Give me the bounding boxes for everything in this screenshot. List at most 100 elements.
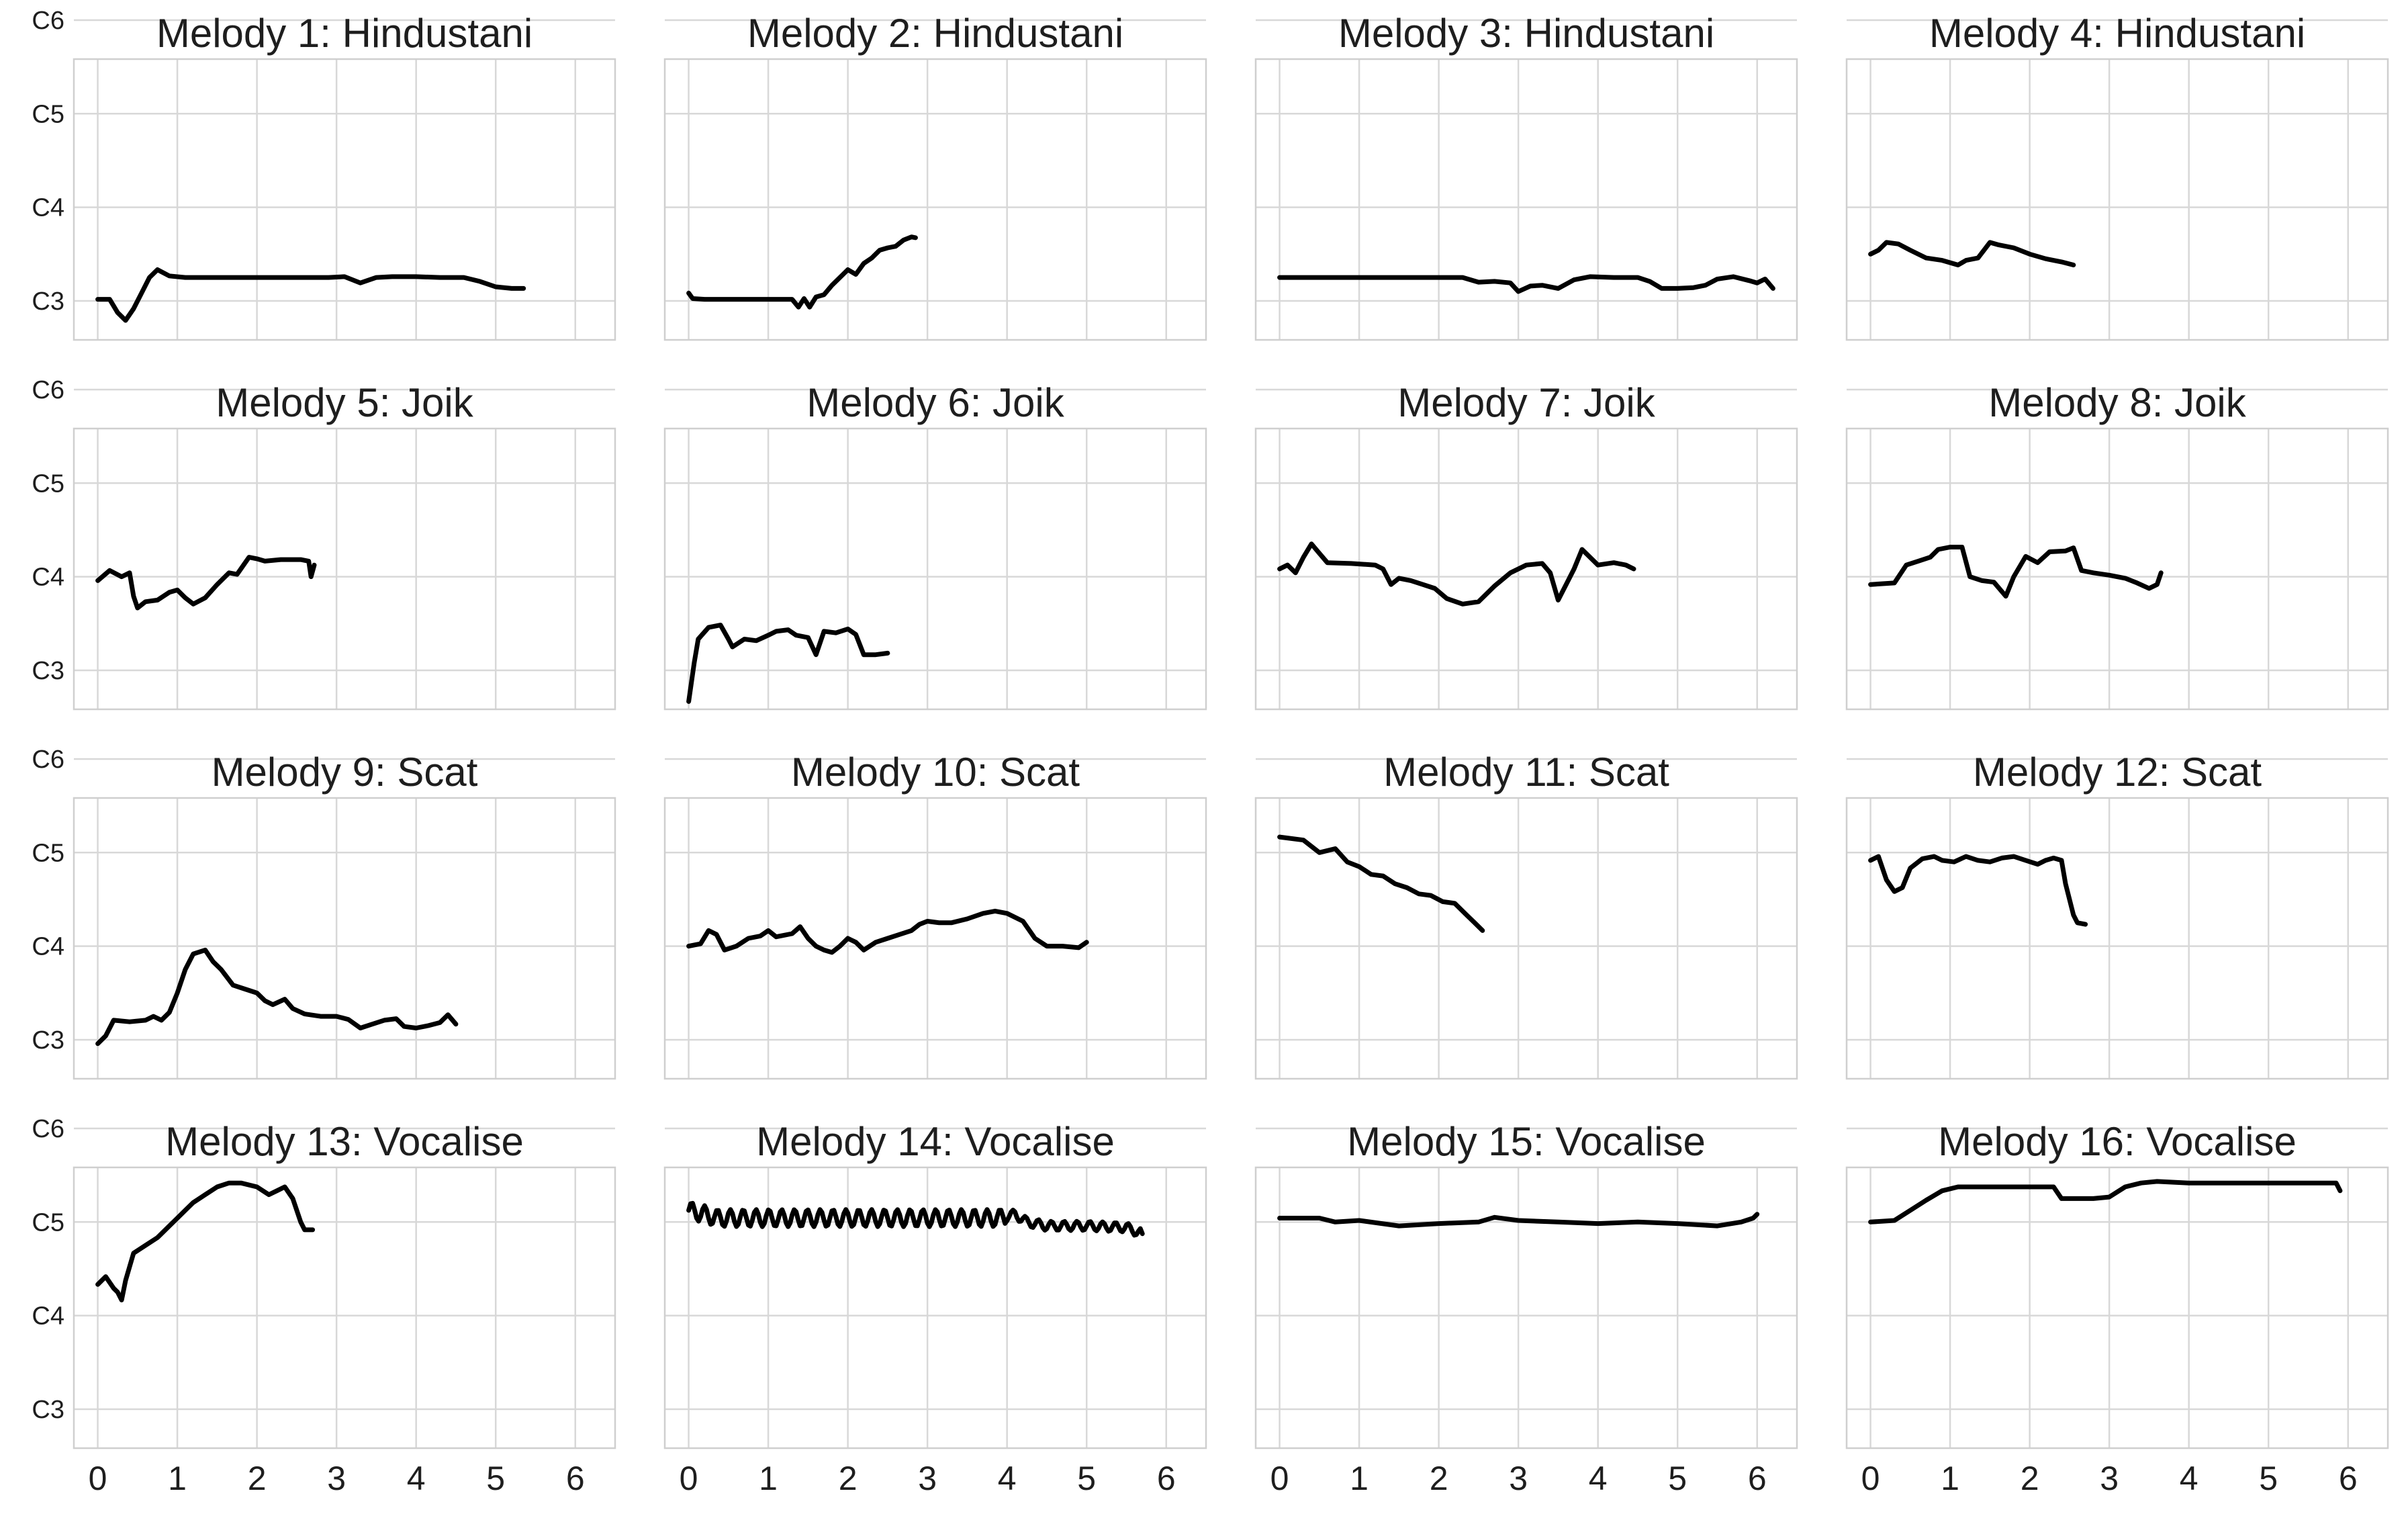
panel-7: Melody 7: Joik [1254, 380, 1798, 711]
panel-16: Melody 16: Vocalise 0 1 2 3 4 5 6 [1845, 1119, 2389, 1497]
x-tick-label: 5 [486, 1460, 505, 1497]
plot-frame [73, 58, 616, 341]
pitch-contour-line [1277, 1212, 1760, 1229]
panel-3: Melody 3: Hindustani [1254, 11, 1798, 341]
x-tick-label: 0 [1270, 1460, 1289, 1497]
plot-frame [663, 797, 1207, 1080]
x-tick-label: 5 [2259, 1460, 2278, 1497]
x-tick-label: 2 [248, 1460, 267, 1497]
x-tick-label: 4 [1589, 1460, 1608, 1497]
plot-frame [1845, 797, 2389, 1080]
x-tick-label: 6 [2339, 1460, 2358, 1497]
x-tick-label: 3 [1509, 1460, 1528, 1497]
panel-6: Melody 6: Joik [663, 380, 1207, 711]
y-tick-label: C6 [32, 376, 64, 404]
y-tick-label: C3 [32, 657, 64, 685]
pitch-contour-line [95, 555, 317, 611]
panel-title: Melody 14: Vocalise [756, 1119, 1115, 1164]
x-tick-label: 2 [839, 1460, 858, 1497]
y-tick-label: C6 [32, 1115, 64, 1143]
x-tick-label: 1 [1350, 1460, 1369, 1497]
x-tick-label: 6 [1157, 1460, 1176, 1497]
plot-frame [1254, 427, 1798, 711]
panel-title: Melody 2: Hindustani [747, 11, 1123, 56]
y-tick-label: C3 [32, 1396, 64, 1424]
plot-frame [663, 427, 1207, 711]
pitch-contour-line [686, 234, 918, 310]
plot-frame [73, 1166, 616, 1450]
panels-grid: Melody 1: Hindustani C3 C4 C5 C6 Melody 2: Hi… [32, 7, 2389, 1497]
y-tick-label: C4 [32, 194, 64, 222]
pitch-contour-line [95, 267, 526, 323]
panel-10: Melody 10: Scat [663, 750, 1207, 1080]
x-tick-label: 6 [566, 1460, 585, 1497]
y-tick-label: C5 [32, 839, 64, 867]
y-tick-label: C6 [32, 7, 64, 35]
plot-frame [1254, 1166, 1798, 1450]
x-tick-label: 4 [998, 1460, 1017, 1497]
x-tick-label: 0 [1861, 1460, 1880, 1497]
x-tick-label: 1 [759, 1460, 778, 1497]
panel-title: Melody 10: Scat [791, 750, 1080, 795]
panel-title: Melody 8: Joik [1988, 380, 2246, 425]
panel-title: Melody 3: Hindustani [1338, 11, 1714, 56]
y-tick-label: C5 [32, 1208, 64, 1237]
panel-13: Melody 13: Vocalise C3 C4 C5 C6 0 1 2 3 4 5 6 [32, 1115, 616, 1497]
x-tick-label: 0 [89, 1460, 107, 1497]
x-tick-label: 2 [1430, 1460, 1448, 1497]
panel-5: Melody 5: Joik C3 C4 C5 C6 [32, 376, 616, 711]
panel-2: Melody 2: Hindustani [663, 11, 1207, 341]
panel-8: Melody 8: Joik [1845, 380, 2389, 711]
y-tick-label: C5 [32, 100, 64, 128]
x-tick-label: 2 [2021, 1460, 2039, 1497]
x-tick-label: 3 [918, 1460, 937, 1497]
pitch-contour-line [686, 908, 1089, 955]
panel-11: Melody 11: Scat [1254, 750, 1798, 1080]
x-tick-label: 1 [1941, 1460, 1959, 1497]
panel-title: Melody 7: Joik [1397, 380, 1655, 425]
x-tick-label: 3 [2100, 1460, 2119, 1497]
y-tick-label: C6 [32, 746, 64, 774]
panel-4: Melody 4: Hindustani [1845, 11, 2389, 341]
x-tick-label: 6 [1748, 1460, 1767, 1497]
panel-14: Melody 14: Vocalise 0 1 2 3 4 5 6 [663, 1119, 1207, 1497]
panel-title: Melody 6: Joik [806, 380, 1064, 425]
panel-title: Melody 9: Scat [212, 750, 478, 795]
pitch-contour-line [686, 623, 890, 704]
y-tick-label: C4 [32, 564, 64, 592]
plot-frame [663, 1166, 1207, 1450]
panel-title: Melody 12: Scat [1973, 750, 2262, 795]
plot-frame [1254, 797, 1798, 1080]
x-tick-label: 4 [407, 1460, 426, 1497]
pitch-contour-line [1277, 834, 1485, 933]
panel-9: Melody 9: Scat C3 C4 C5 C6 [32, 746, 616, 1080]
panel-title: Melody 1: Hindustani [156, 11, 532, 56]
x-tick-label: 1 [168, 1460, 187, 1497]
pitch-contour-line [1277, 541, 1636, 607]
y-tick-label: C4 [32, 933, 64, 961]
panel-12: Melody 12: Scat [1845, 750, 2389, 1080]
pitch-contour-line [95, 947, 459, 1047]
panel-title: Melody 16: Vocalise [1938, 1119, 2297, 1164]
x-tick-label: 3 [327, 1460, 346, 1497]
y-tick-label: C4 [32, 1302, 64, 1331]
pitch-contour-line [1868, 545, 2164, 599]
panel-title: Melody 13: Vocalise [165, 1119, 524, 1164]
plot-frame [1845, 427, 2389, 711]
pitch-contour-line [1868, 1179, 2343, 1224]
plot-frame [1845, 1166, 2389, 1450]
pitch-contour-line [686, 1200, 1145, 1238]
y-tick-label: C5 [32, 470, 64, 498]
x-tick-label: 4 [2180, 1460, 2198, 1497]
panel-title: Melody 11: Scat [1383, 750, 1669, 795]
plot-frame [1845, 58, 2389, 341]
panel-title: Melody 5: Joik [216, 380, 473, 425]
plot-frame [1254, 58, 1798, 341]
panel-1: Melody 1: Hindustani C3 C4 C5 C6 [32, 7, 616, 341]
x-tick-label: 5 [1668, 1460, 1687, 1497]
y-tick-label: C3 [32, 1026, 64, 1055]
pitch-contour-line [1868, 854, 2088, 927]
panel-title: Melody 4: Hindustani [1929, 11, 2305, 56]
